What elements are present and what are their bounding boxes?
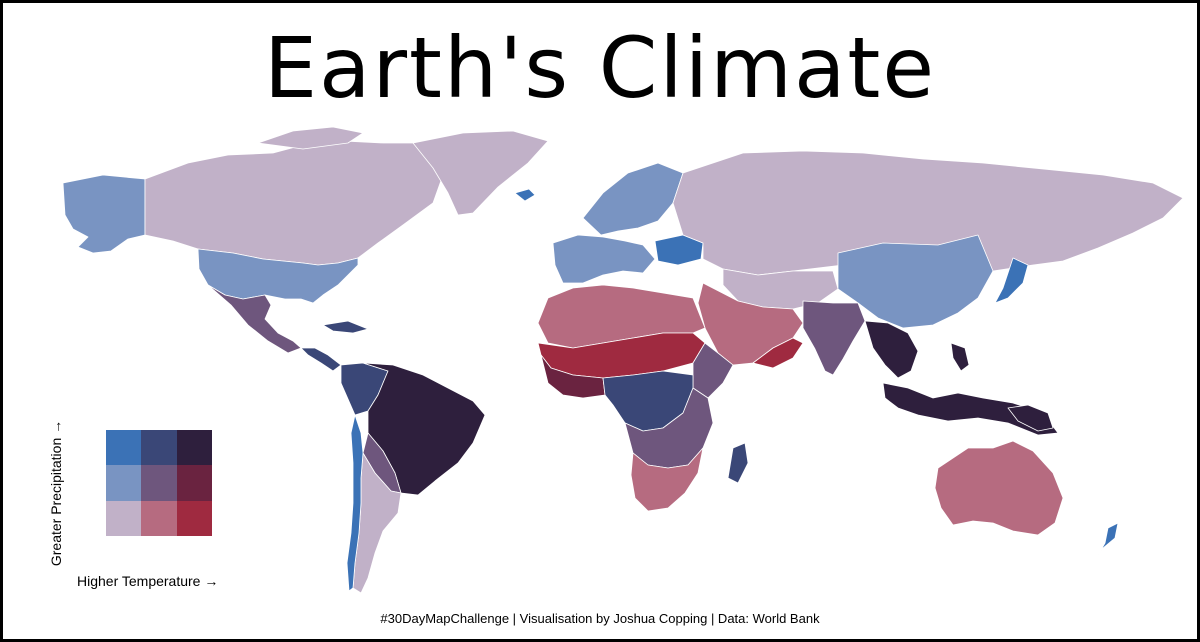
region-japan xyxy=(994,257,1029,304)
region-australia xyxy=(934,440,1064,536)
region-central-america xyxy=(300,347,342,372)
region-caribbean xyxy=(322,320,369,334)
legend-cell-r0c2 xyxy=(176,430,212,466)
region-russia xyxy=(672,150,1184,276)
legend-x-label: Higher Temperature → xyxy=(77,573,219,589)
region-indonesia xyxy=(882,382,1059,436)
region-india xyxy=(802,300,866,376)
legend-cell-r2c1 xyxy=(141,500,177,536)
legend-cell-r2c0 xyxy=(106,500,142,536)
legend-cell-r2c2 xyxy=(176,500,212,536)
map-caption: #30DayMapChallenge | Visualisation by Jo… xyxy=(380,611,820,626)
region-madagascar xyxy=(727,442,749,484)
region-iceland xyxy=(514,188,536,202)
legend-y-label: Greater Precipitation → xyxy=(48,419,64,567)
region-greenland xyxy=(412,130,549,216)
map-frame: Earth's Climate xyxy=(3,3,1197,639)
region-scandinavia xyxy=(582,162,684,236)
bivariate-legend xyxy=(106,430,212,536)
region-philippines xyxy=(950,342,970,372)
region-southeast-asia xyxy=(864,320,919,379)
legend-cell-r0c1 xyxy=(141,430,177,466)
region-mexico xyxy=(207,284,302,354)
legend-cell-r1c2 xyxy=(176,465,212,501)
region-chile xyxy=(346,414,364,592)
legend-cell-r1c1 xyxy=(141,465,177,501)
region-new-zealand xyxy=(1097,522,1119,556)
legend-cell-r0c0 xyxy=(106,430,142,466)
map-title: Earth's Climate xyxy=(263,19,937,117)
region-western-europe xyxy=(552,234,656,284)
legend-cell-r1c0 xyxy=(106,465,142,501)
region-southern-africa xyxy=(630,447,704,512)
region-alaska xyxy=(62,174,146,254)
region-brazil xyxy=(362,362,486,496)
region-new-guinea xyxy=(1007,404,1054,432)
world-map xyxy=(62,126,1184,594)
region-canada xyxy=(144,140,469,266)
region-oman-yemen xyxy=(752,337,804,369)
region-arctic-islands xyxy=(257,126,364,150)
